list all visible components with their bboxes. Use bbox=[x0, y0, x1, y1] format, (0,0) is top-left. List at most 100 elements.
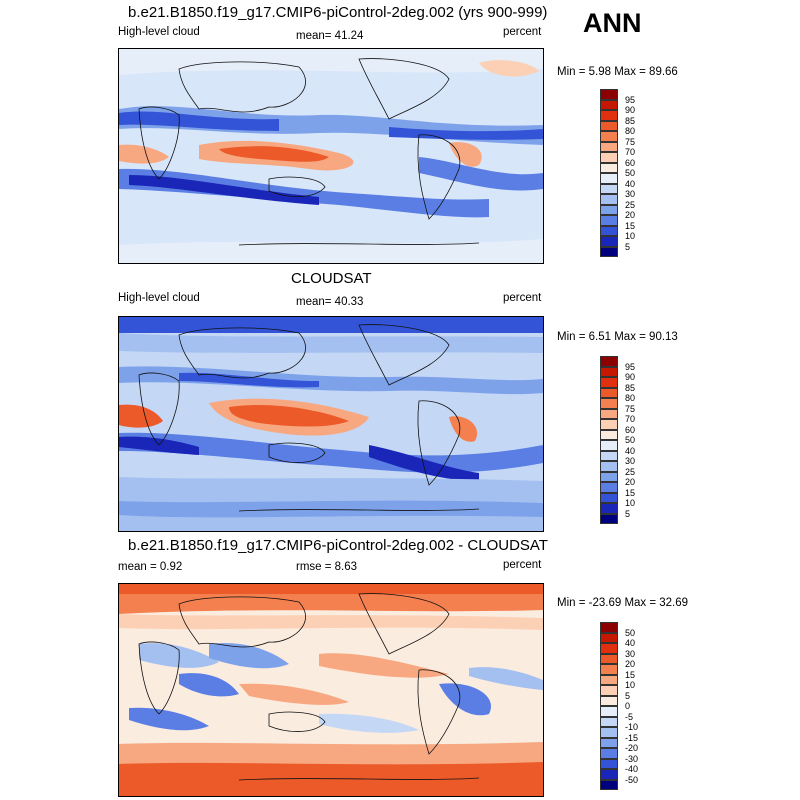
colorbar-swatch bbox=[600, 503, 618, 514]
colorbar-swatch bbox=[600, 622, 618, 633]
colorbar-tick-label: 15 bbox=[625, 487, 636, 498]
colorbar-tick-label: 70 bbox=[625, 147, 636, 157]
colorbar-swatch bbox=[600, 695, 618, 706]
colorbar-swatch bbox=[600, 461, 618, 472]
colorbar-swatch bbox=[600, 429, 618, 440]
colorbar-tick-label: -20 bbox=[625, 743, 639, 753]
colorbar-tick-label: 90 bbox=[625, 372, 636, 382]
panel1-minmax-label: Min = 5.98 Max = 89.66 bbox=[557, 66, 678, 78]
colorbar-swatch bbox=[600, 162, 618, 173]
colorbar-swatch bbox=[600, 482, 618, 493]
colorbar-swatch bbox=[600, 450, 618, 461]
panel2-minmax-label: Min = 6.51 Max = 90.13 bbox=[557, 331, 678, 343]
colorbar-tick-label: 10 bbox=[625, 680, 636, 690]
season-label: ANN bbox=[583, 8, 642, 38]
colorbar-swatch bbox=[600, 674, 618, 685]
colorbar-swatch bbox=[600, 246, 618, 257]
colorbar-swatch bbox=[600, 215, 618, 226]
colorbar-tick-label: 5 bbox=[625, 241, 631, 252]
colorbar-swatch bbox=[600, 225, 618, 236]
colorbar-tick-label: 95 bbox=[625, 361, 636, 372]
colorbar-tick-label: 80 bbox=[625, 393, 636, 403]
colorbar-tick-label: 25 bbox=[625, 466, 636, 477]
colorbar-tick-label: -5 bbox=[625, 711, 634, 722]
colorbar-tick-label: -15 bbox=[625, 732, 639, 743]
colorbar-swatch bbox=[600, 398, 618, 409]
colorbar-swatch bbox=[600, 408, 618, 419]
panel1-title: b.e21.B1850.f19_g17.CMIP6-piControl-2deg… bbox=[128, 4, 548, 21]
colorbar-tick-label: 40 bbox=[625, 445, 636, 456]
panel3-title: b.e21.B1850.f19_g17.CMIP6-piControl-2deg… bbox=[128, 537, 548, 554]
panel3-units-label: percent bbox=[503, 559, 542, 571]
colorbar-swatch bbox=[600, 173, 618, 184]
panel2-units-label: percent bbox=[503, 292, 542, 304]
colorbar-tick-label: 30 bbox=[625, 648, 636, 659]
colorbar-tick-label: -50 bbox=[625, 774, 639, 785]
colorbar-tick-label: 95 bbox=[625, 94, 636, 105]
panel2-map bbox=[118, 316, 544, 532]
panel2-title: CLOUDSAT bbox=[291, 270, 372, 287]
colorbar-swatch bbox=[600, 769, 618, 780]
colorbar-swatch bbox=[600, 204, 618, 215]
colorbar-tick-label: 75 bbox=[625, 136, 636, 147]
colorbar-tick-label: 30 bbox=[625, 456, 636, 466]
colorbar-tick-label: 40 bbox=[625, 638, 636, 648]
colorbar-swatch bbox=[600, 779, 618, 790]
colorbar-tick-label: 20 bbox=[625, 659, 636, 669]
panel3-minmax-label: Min = -23.69 Max = 32.69 bbox=[557, 597, 689, 609]
colorbar-swatch bbox=[600, 440, 618, 451]
panel3-rmse-label: rmse = 8.63 bbox=[296, 561, 358, 573]
colorbar-tick-label: 10 bbox=[625, 498, 636, 508]
colorbar-tick-label: 75 bbox=[625, 403, 636, 414]
colorbar-swatch bbox=[600, 356, 618, 367]
colorbar-tick-label: -30 bbox=[625, 753, 639, 764]
colorbar-swatch bbox=[600, 366, 618, 377]
colorbar-swatch bbox=[600, 492, 618, 503]
colorbar-swatch bbox=[600, 99, 618, 110]
colorbar-tick-label: 85 bbox=[625, 115, 636, 126]
panel3-mean-label: mean = 0.92 bbox=[118, 561, 183, 573]
colorbar-swatch bbox=[600, 419, 618, 430]
panel2-variable-label: High-level cloud bbox=[118, 292, 200, 304]
colorbar-tick-label: 0 bbox=[625, 701, 631, 711]
colorbar-swatch bbox=[600, 89, 618, 100]
panel1-variable-label: High-level cloud bbox=[118, 26, 200, 38]
colorbar-tick-label: 50 bbox=[625, 435, 636, 445]
panel3-colorbar: 50 40 30 20 15 10 5 0 -5 -10 -15 -20 -30 -40 -50 bbox=[600, 622, 680, 790]
colorbar-swatch bbox=[600, 183, 618, 194]
colorbar-swatch bbox=[600, 758, 618, 769]
colorbar-tick-label: 80 bbox=[625, 126, 636, 136]
colorbar-tick-label: -10 bbox=[625, 722, 639, 732]
colorbar-swatch bbox=[600, 664, 618, 675]
colorbar-swatch bbox=[600, 387, 618, 398]
panel1-mean-label: mean= 41.24 bbox=[296, 30, 364, 42]
colorbar-tick-label: 15 bbox=[625, 669, 636, 680]
panel2-mean-label: mean= 40.33 bbox=[296, 296, 364, 308]
colorbar-tick-label: 85 bbox=[625, 382, 636, 393]
colorbar-swatch bbox=[600, 236, 618, 247]
panel1-units-label: percent bbox=[503, 26, 542, 38]
colorbar-tick-label: 90 bbox=[625, 105, 636, 115]
colorbar-swatch bbox=[600, 152, 618, 163]
colorbar-swatch bbox=[600, 727, 618, 738]
colorbar-swatch bbox=[600, 131, 618, 142]
colorbar-tick-label: 20 bbox=[625, 477, 636, 487]
colorbar-tick-label: 25 bbox=[625, 199, 636, 210]
colorbar-swatch bbox=[600, 471, 618, 482]
colorbar-swatch bbox=[600, 685, 618, 696]
colorbar-tick-label: 60 bbox=[625, 157, 636, 168]
colorbar-swatch bbox=[600, 716, 618, 727]
colorbar-swatch bbox=[600, 748, 618, 759]
colorbar-tick-label: 70 bbox=[625, 414, 636, 424]
colorbar-swatch bbox=[600, 513, 618, 524]
colorbar-tick-label: 30 bbox=[625, 189, 636, 199]
colorbar-tick-label: 5 bbox=[625, 690, 631, 701]
colorbar-swatch bbox=[600, 110, 618, 121]
colorbar-tick-label: 60 bbox=[625, 424, 636, 435]
colorbar-swatch bbox=[600, 141, 618, 152]
colorbar-tick-label: 50 bbox=[625, 168, 636, 178]
panel2-colorbar: 95 90 85 80 75 70 60 50 40 30 25 20 15 10 5 bbox=[600, 356, 680, 524]
colorbar-swatch bbox=[600, 377, 618, 388]
colorbar-tick-label: 10 bbox=[625, 231, 636, 241]
panel1-map bbox=[118, 48, 544, 264]
